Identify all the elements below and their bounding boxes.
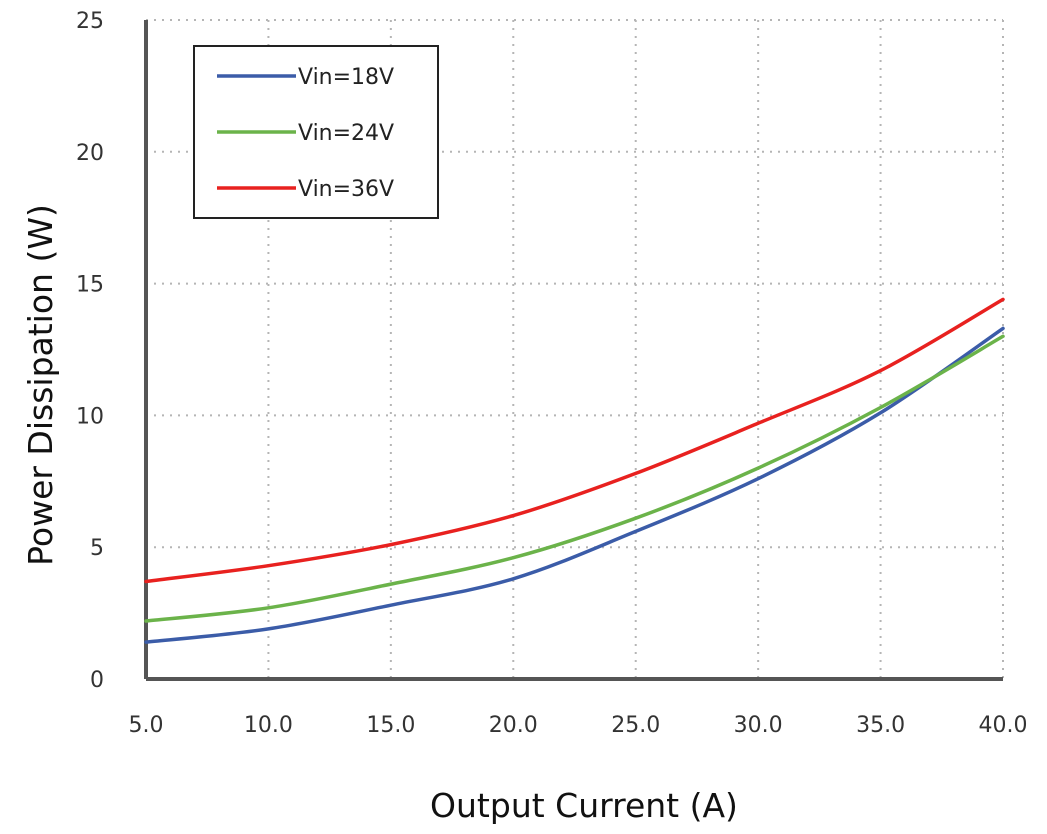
- legend: Vin=18V Vin=24V Vin=36V: [193, 45, 439, 219]
- series-line-vin-36v: [144, 297, 1005, 584]
- x-tick-label: 15.0: [366, 713, 415, 738]
- y-tick-label: 5: [90, 536, 104, 561]
- y-tick-label: 10: [76, 404, 104, 429]
- x-axis-label: Output Current (A): [430, 786, 738, 825]
- y-axis-label: Power Dissipation (W): [21, 204, 60, 566]
- series-line-vin-18v: [144, 326, 1005, 644]
- series-group: [144, 297, 1005, 644]
- x-tick-label: 30.0: [734, 713, 783, 738]
- y-axis-ticks: 0 5 10 15 20 25: [76, 9, 104, 693]
- y-tick-label: 25: [76, 9, 104, 34]
- grid: [146, 19, 1004, 679]
- legend-entry-label: Vin=24V: [298, 121, 394, 146]
- x-tick-label: 20.0: [489, 713, 538, 738]
- legend-entry-label: Vin=18V: [298, 65, 394, 90]
- x-tick-label: 40.0: [979, 713, 1028, 738]
- x-tick-label: 35.0: [856, 713, 905, 738]
- x-tick-label: 5.0: [129, 713, 164, 738]
- series-line-vin-24v: [144, 334, 1005, 623]
- x-axis-ticks: 5.0 10.0 15.0 20.0 25.0 30.0 35.0 40.0: [129, 713, 1028, 738]
- y-tick-label: 20: [76, 141, 104, 166]
- y-tick-label: 0: [90, 668, 104, 693]
- x-tick-label: 10.0: [244, 713, 293, 738]
- y-tick-label: 15: [76, 273, 104, 298]
- axes: [144, 20, 1003, 681]
- x-tick-label: 25.0: [611, 713, 660, 738]
- legend-entry-label: Vin=36V: [298, 177, 394, 202]
